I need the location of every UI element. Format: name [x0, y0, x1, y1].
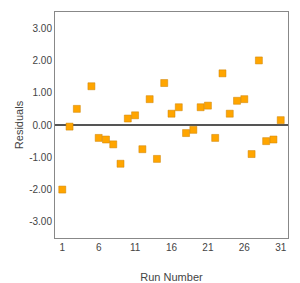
svg-text:11: 11: [130, 242, 141, 253]
svg-text:6: 6: [96, 242, 102, 253]
svg-text:1: 1: [59, 242, 65, 253]
svg-text:1.00: 1.00: [33, 87, 53, 98]
svg-text:31: 31: [275, 242, 287, 253]
svg-text:-3.00: -3.00: [29, 216, 52, 227]
svg-text:Run Number: Run Number: [140, 271, 203, 283]
svg-text:21: 21: [202, 242, 214, 253]
svg-text:Residuals: Residuals: [13, 100, 25, 149]
svg-text:2.00: 2.00: [33, 55, 53, 66]
svg-text:-2.00: -2.00: [29, 184, 52, 195]
svg-text:16: 16: [166, 242, 178, 253]
svg-text:-1.00: -1.00: [29, 152, 52, 163]
svg-text:0.00: 0.00: [33, 120, 53, 131]
svg-text:3.00: 3.00: [33, 23, 53, 34]
svg-text:26: 26: [239, 242, 251, 253]
